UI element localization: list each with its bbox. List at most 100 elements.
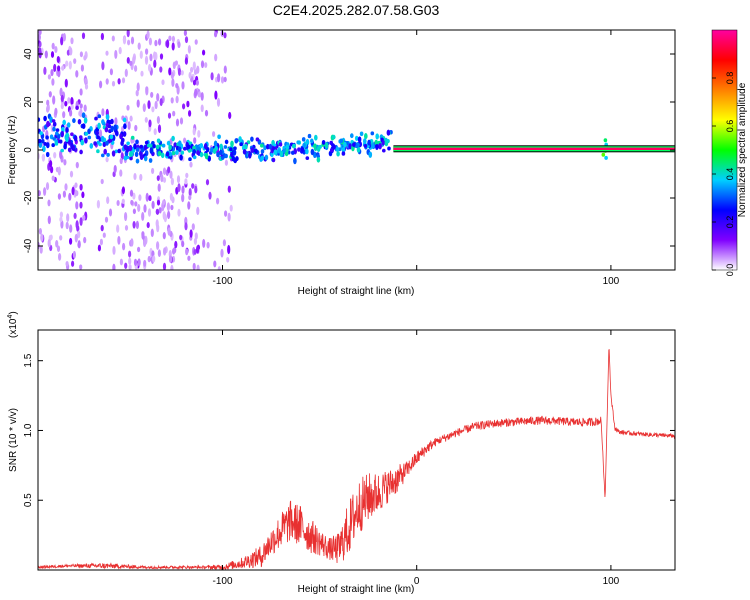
- spectrogram-cell: [83, 117, 88, 124]
- spectrogram-cell: [212, 131, 216, 137]
- spectrogram-cell: [177, 41, 181, 49]
- spectrogram-cell: [204, 109, 209, 117]
- spectrogram-cell: [38, 47, 42, 53]
- spectrogram-cell: [54, 46, 58, 53]
- spectrogram-cell: [135, 158, 140, 164]
- spectrogram-cell: [170, 97, 174, 104]
- spectrogram-cell: [153, 59, 157, 68]
- spectrogram-cell: [387, 146, 391, 151]
- spectrogram-cell: [386, 129, 391, 136]
- spectrogram-cell: [75, 220, 79, 230]
- spectrogram-cell: [186, 100, 190, 108]
- spectrogram-cell: [210, 72, 214, 81]
- spectrogram-cell: [77, 240, 81, 249]
- spectrogram-cell: [282, 148, 286, 154]
- spectrogram-cell: [157, 150, 162, 157]
- spectrogram-cell: [67, 97, 71, 104]
- spectrogram-cell: [145, 192, 149, 202]
- spectrogram-cell: [52, 126, 56, 132]
- spectrogram-cell: [168, 144, 172, 151]
- colorbar-tick-label: 0.4: [725, 168, 735, 181]
- spectrogram-cell: [147, 255, 151, 263]
- spectrogram-cell: [375, 133, 380, 140]
- spectrogram-cell: [50, 68, 54, 77]
- y-tick-label: -20: [23, 190, 34, 205]
- spectrogram-cell: [227, 244, 231, 255]
- spectrogram-cell: [39, 245, 43, 254]
- spectrogram-cell: [183, 137, 187, 144]
- spectrogram-cell: [156, 199, 161, 206]
- spectrogram-cell: [220, 76, 225, 84]
- spectrogram-cell: [153, 128, 157, 136]
- spectrogram-cell: [38, 117, 41, 122]
- spectrogram-cell: [192, 61, 196, 71]
- spectrogram-cell: [50, 166, 54, 174]
- spectrogram-cell: [118, 46, 122, 55]
- spectrogram-cell: [132, 220, 136, 229]
- spectrogram-cell: [223, 65, 227, 74]
- spectrogram-cell: [122, 117, 127, 123]
- spectrogram-cell: [104, 126, 109, 133]
- spectrogram-cell: [137, 42, 141, 50]
- spectrogram-cell: [119, 258, 123, 266]
- spectrogram-cell: [378, 142, 382, 150]
- spectrogram-cell: [305, 156, 310, 160]
- spectrogram-cell: [79, 201, 83, 209]
- spectrogram-cell: [188, 194, 192, 201]
- spectrogram-cell: [250, 136, 254, 142]
- spectrogram-cell: [46, 105, 50, 113]
- spectrogram-cell: [148, 158, 153, 163]
- spectrogram-cell: [143, 204, 147, 213]
- spectrogram-cell: [75, 201, 79, 210]
- spectrogram-cell: [148, 37, 152, 46]
- spectrogram-cell: [148, 195, 152, 202]
- snr-y-scale-close: ): [8, 311, 19, 314]
- spectrogram-cell: [170, 204, 174, 211]
- spectrogram-cell: [130, 238, 134, 247]
- spectrogram-cell: [183, 30, 187, 37]
- spectrogram-cell: [102, 141, 107, 147]
- spectrogram-cell: [155, 144, 160, 150]
- spectrogram-cell: [79, 103, 83, 109]
- spectrogram-cell: [213, 260, 217, 268]
- spectrogram-cell: [75, 70, 79, 78]
- spectrogram-cell: [183, 146, 187, 151]
- spectrogram-cell: [136, 99, 140, 108]
- spectrogram-cell: [62, 111, 66, 119]
- spectrogram-cell: [72, 118, 76, 124]
- spectrogram-cell: [180, 150, 185, 155]
- spectrogram-cell: [143, 259, 147, 267]
- spectrogram-cell: [79, 88, 83, 96]
- spectrogram-cell: [177, 208, 181, 217]
- spectrogram-cell: [367, 139, 371, 146]
- spectrogram-cell: [137, 204, 141, 212]
- spectrogram-cell: [374, 139, 379, 146]
- spectrogram-cell: [187, 45, 191, 54]
- spectrogram-cell: [49, 134, 54, 140]
- spectrogram-cell: [156, 138, 161, 144]
- spectrogram-cell: [123, 123, 127, 130]
- spectrogram-cell: [184, 57, 188, 65]
- spectrogram-cell: [604, 155, 608, 160]
- spectrogram-cell: [184, 36, 189, 44]
- spectrogram-cell: [171, 135, 175, 142]
- spectrogram-cell: [45, 151, 50, 158]
- spectrogram-cell: [65, 60, 69, 67]
- spectrogram-cell: [123, 155, 128, 161]
- spectrogram-cell: [74, 182, 78, 188]
- spectrogram-cell: [254, 148, 258, 154]
- spectrogram-cell: [112, 263, 116, 270]
- spectrogram-cell: [69, 170, 74, 178]
- spectrogram-cell: [81, 32, 86, 40]
- spectrogram-cell: [143, 155, 148, 162]
- spectrogram-cell: [64, 78, 68, 88]
- spectrogram-cell: [43, 187, 47, 196]
- spectrogram-cell: [273, 149, 278, 156]
- spectrogram-cell: [72, 250, 76, 259]
- spectrogram-cell: [102, 232, 106, 238]
- spectrogram-cell: [193, 137, 197, 144]
- spectrogram-cell: [300, 146, 305, 153]
- spectrogram-cell: [129, 151, 133, 158]
- spectrogram-cell: [132, 208, 136, 215]
- spectrogram-cell: [58, 253, 62, 261]
